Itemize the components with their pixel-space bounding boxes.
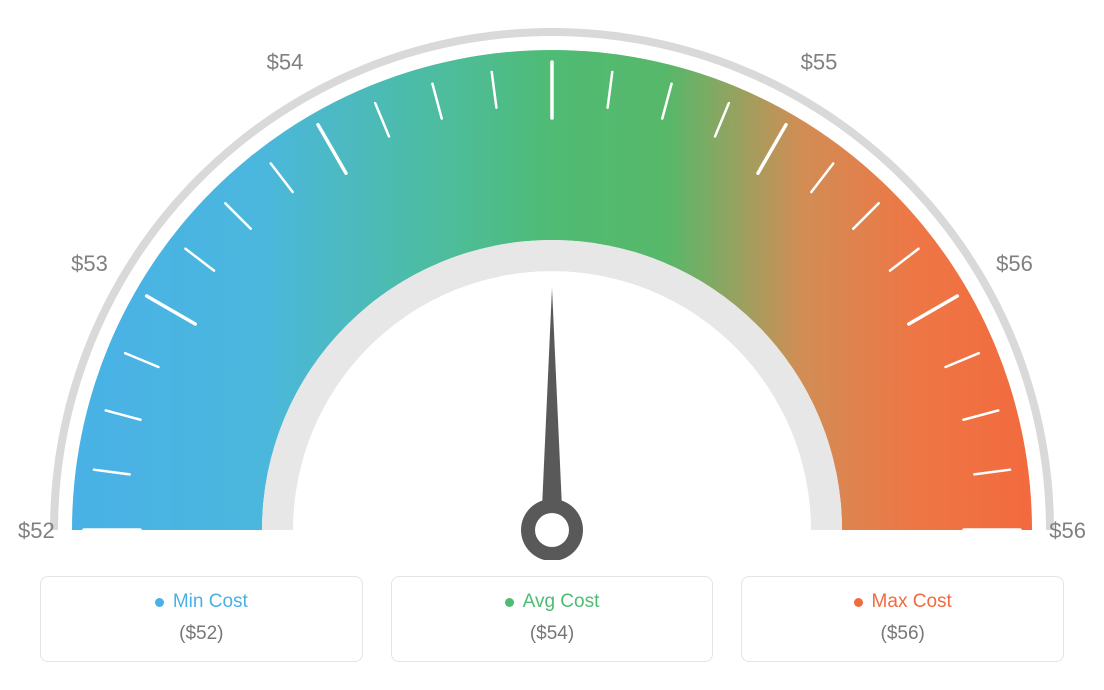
svg-text:$53: $53 xyxy=(71,251,108,276)
gauge-svg: $52$53$54$54$55$56$56 xyxy=(0,0,1104,560)
legend-row: Min Cost ($52) Avg Cost ($54) Max Cost (… xyxy=(0,576,1104,662)
svg-text:$56: $56 xyxy=(996,251,1033,276)
legend-min-label: Min Cost xyxy=(173,591,248,613)
legend-min-title: Min Cost xyxy=(155,591,248,613)
legend-max: Max Cost ($56) xyxy=(741,576,1064,662)
legend-min: Min Cost ($52) xyxy=(40,576,363,662)
svg-text:$56: $56 xyxy=(1049,518,1086,543)
legend-max-label: Max Cost xyxy=(872,591,952,613)
dot-icon xyxy=(155,598,164,607)
dot-icon xyxy=(505,598,514,607)
legend-avg-title: Avg Cost xyxy=(505,591,600,613)
legend-avg-value: ($54) xyxy=(392,623,713,645)
svg-text:$54: $54 xyxy=(267,50,304,75)
legend-min-value: ($52) xyxy=(41,623,362,645)
dot-icon xyxy=(854,598,863,607)
gauge-chart: $52$53$54$54$55$56$56 xyxy=(0,0,1104,560)
svg-text:$55: $55 xyxy=(801,50,838,75)
legend-max-value: ($56) xyxy=(742,623,1063,645)
legend-avg: Avg Cost ($54) xyxy=(391,576,714,662)
legend-max-title: Max Cost xyxy=(854,591,952,613)
legend-avg-label: Avg Cost xyxy=(523,591,600,613)
svg-text:$52: $52 xyxy=(18,518,55,543)
